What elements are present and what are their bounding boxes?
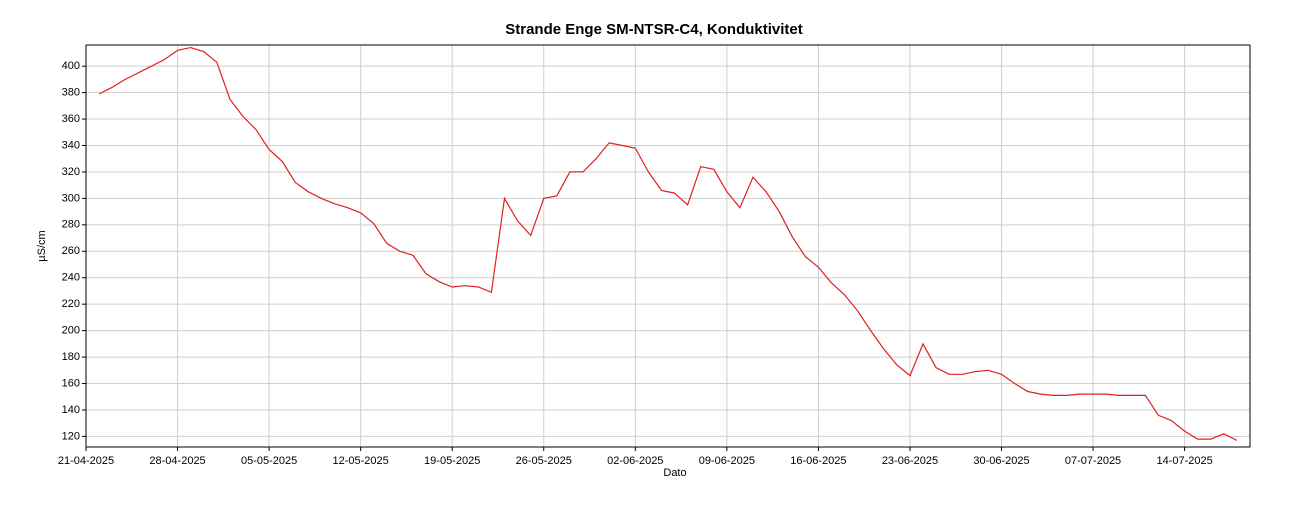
x-tick-label: 16-06-2025 — [790, 455, 846, 467]
x-tick-label: 07-07-2025 — [1065, 455, 1121, 467]
plot-frame — [85, 44, 1251, 448]
y-tick-label: 260 — [62, 245, 80, 257]
y-tick-label: 380 — [62, 87, 80, 99]
y-tick-label: 180 — [62, 351, 80, 363]
data-line — [98, 46, 1238, 441]
x-axis-label: Dato — [663, 467, 686, 479]
y-tick-label: 200 — [62, 325, 80, 337]
y-tick-label: 240 — [62, 272, 80, 284]
x-tick-label: 21-04-2025 — [58, 455, 114, 467]
y-tick-label: 160 — [62, 377, 80, 389]
y-tick-label: 320 — [62, 166, 80, 178]
x-tick-label: 02-06-2025 — [607, 455, 663, 467]
x-tick-label: 26-05-2025 — [516, 455, 572, 467]
x-tick-label: 12-05-2025 — [333, 455, 389, 467]
x-tick-label: 19-05-2025 — [424, 455, 480, 467]
y-tick-label: 400 — [62, 60, 80, 72]
x-tick-label: 05-05-2025 — [241, 455, 297, 467]
x-tick-label: 28-04-2025 — [149, 455, 205, 467]
x-tick-label: 14-07-2025 — [1156, 455, 1212, 467]
chart-title: Strande Enge SM-NTSR-C4, Konduktivitet — [505, 21, 803, 38]
y-tick-label: 300 — [62, 192, 80, 204]
y-tick-label: 220 — [62, 298, 80, 310]
y-tick-label: 140 — [62, 404, 80, 416]
x-tick-label: 30-06-2025 — [973, 455, 1029, 467]
y-axis-label: µS/cm — [36, 230, 48, 261]
y-tick-label: 340 — [62, 139, 80, 151]
x-tick-label: 23-06-2025 — [882, 455, 938, 467]
y-tick-label: 360 — [62, 113, 80, 125]
y-tick-label: 280 — [62, 219, 80, 231]
x-tick-label: 09-06-2025 — [699, 455, 755, 467]
y-tick-label: 120 — [62, 430, 80, 442]
